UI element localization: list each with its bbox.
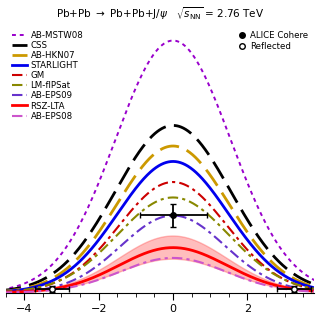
Legend: ALICE Cohere, Reflected: ALICE Cohere, Reflected [235, 29, 310, 53]
Title: Pb+Pb $\rightarrow$ Pb+Pb+J/$\psi$   $\sqrt{s_{\rm NN}}$ = 2.76 TeV: Pb+Pb $\rightarrow$ Pb+Pb+J/$\psi$ $\sqr… [56, 5, 264, 22]
